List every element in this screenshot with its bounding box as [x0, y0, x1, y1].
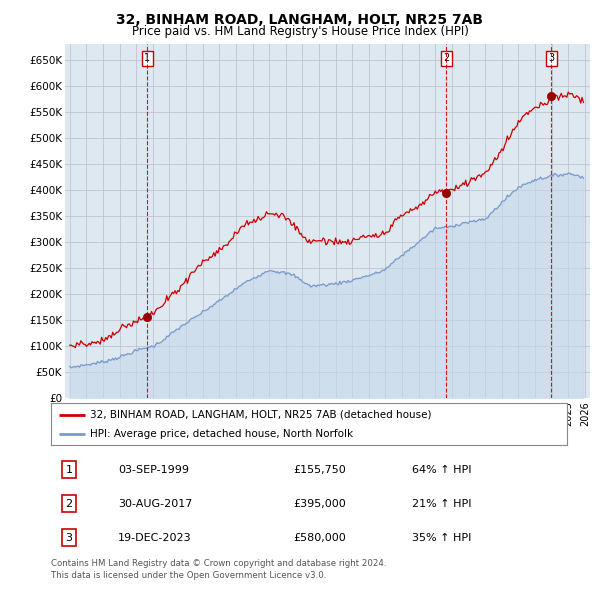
- Text: 03-SEP-1999: 03-SEP-1999: [118, 465, 189, 474]
- Text: Price paid vs. HM Land Registry's House Price Index (HPI): Price paid vs. HM Land Registry's House …: [131, 25, 469, 38]
- Text: £580,000: £580,000: [293, 533, 346, 543]
- Text: 30-AUG-2017: 30-AUG-2017: [118, 499, 193, 509]
- Text: 1: 1: [65, 465, 73, 474]
- Text: 2: 2: [443, 53, 449, 63]
- Text: 19-DEC-2023: 19-DEC-2023: [118, 533, 192, 543]
- Text: 32, BINHAM ROAD, LANGHAM, HOLT, NR25 7AB: 32, BINHAM ROAD, LANGHAM, HOLT, NR25 7AB: [116, 13, 484, 27]
- Text: 64% ↑ HPI: 64% ↑ HPI: [412, 465, 472, 474]
- Text: 32, BINHAM ROAD, LANGHAM, HOLT, NR25 7AB (detached house): 32, BINHAM ROAD, LANGHAM, HOLT, NR25 7AB…: [90, 410, 431, 420]
- Text: £395,000: £395,000: [293, 499, 346, 509]
- Text: HPI: Average price, detached house, North Norfolk: HPI: Average price, detached house, Nort…: [90, 429, 353, 439]
- Text: £155,750: £155,750: [293, 465, 346, 474]
- Text: This data is licensed under the Open Government Licence v3.0.: This data is licensed under the Open Gov…: [51, 571, 326, 579]
- Text: 3: 3: [65, 533, 73, 543]
- Text: 2: 2: [65, 499, 73, 509]
- Text: 1: 1: [145, 53, 151, 63]
- Text: Contains HM Land Registry data © Crown copyright and database right 2024.: Contains HM Land Registry data © Crown c…: [51, 559, 386, 568]
- Text: 35% ↑ HPI: 35% ↑ HPI: [412, 533, 472, 543]
- Text: 3: 3: [548, 53, 554, 63]
- Text: 21% ↑ HPI: 21% ↑ HPI: [412, 499, 472, 509]
